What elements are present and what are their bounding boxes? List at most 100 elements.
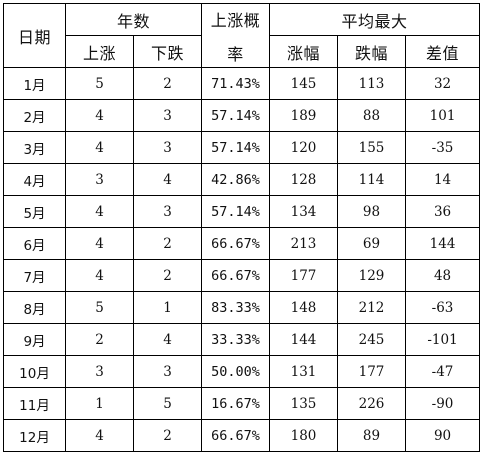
rise-probability-cell: 83.33% — [201, 291, 271, 324]
month-cell: 8月 — [3, 291, 66, 324]
avg-loss-cell: 114 — [337, 163, 407, 196]
month-cell: 2月 — [3, 99, 66, 132]
rise-probability-cell: 66.67% — [201, 259, 271, 292]
avg-gain-cell: 120 — [269, 131, 339, 164]
avg-loss-cell: 89 — [337, 419, 407, 452]
avg-gain-cell: 128 — [269, 163, 339, 196]
avg-loss-cell: 177 — [337, 355, 407, 388]
table-row: 10月 3 3 50.00% 131 177 -47 — [3, 355, 481, 388]
fall-count-cell: 3 — [132, 195, 203, 228]
diff-cell: -101 — [405, 323, 481, 356]
avg-loss-cell: 155 — [337, 131, 407, 164]
avg-loss-cell: 226 — [337, 387, 407, 420]
avg-gain-cell: 135 — [269, 387, 339, 420]
avg-loss-cell: 69 — [337, 227, 407, 260]
diff-cell: 144 — [405, 227, 481, 260]
rise-count-cell: 4 — [65, 195, 134, 228]
month-cell: 12月 — [3, 419, 66, 452]
header-rise-probability-line2: 率 — [227, 44, 244, 64]
diff-cell: 36 — [405, 195, 481, 228]
header-diff: 差值 — [405, 35, 481, 68]
rise-count-cell: 4 — [65, 227, 134, 260]
rise-probability-cell: 66.67% — [201, 227, 271, 260]
rise-probability-cell: 57.14% — [201, 99, 271, 132]
header-year-count: 年数 — [64, 3, 203, 36]
header-average-max: 平均最大 — [269, 3, 481, 36]
avg-loss-cell: 245 — [337, 323, 407, 356]
fall-count-cell: 2 — [132, 227, 203, 260]
rise-probability-cell: 50.00% — [201, 355, 271, 388]
avg-gain-cell: 144 — [269, 323, 339, 356]
avg-gain-cell: 213 — [269, 227, 339, 260]
table-row: 11月 1 5 16.67% 135 226 -90 — [3, 387, 481, 420]
fall-count-cell: 2 — [132, 67, 203, 100]
fall-count-cell: 3 — [132, 99, 203, 132]
monthly-stats-table: 日期 年数 上涨概 率 平均最大 上涨 下跌 涨幅 跌幅 差值 1月 5 2 71.4… — [3, 3, 481, 452]
month-cell: 7月 — [3, 259, 66, 292]
month-cell: 1月 — [3, 67, 66, 100]
table-row: 5月 4 3 57.14% 134 98 36 — [3, 195, 481, 228]
header-rise: 上涨 — [65, 35, 134, 68]
diff-cell: 32 — [405, 67, 481, 100]
rise-count-cell: 3 — [65, 163, 134, 196]
avg-loss-cell: 129 — [337, 259, 407, 292]
rise-count-cell: 4 — [65, 419, 134, 452]
rise-count-cell: 5 — [65, 291, 134, 324]
rise-probability-cell: 66.67% — [201, 419, 271, 452]
avg-gain-cell: 180 — [269, 419, 339, 452]
avg-gain-cell: 134 — [269, 195, 339, 228]
header-rise-probability: 上涨概 率 — [201, 3, 271, 68]
fall-count-cell: 5 — [132, 387, 203, 420]
avg-loss-cell: 212 — [337, 291, 407, 324]
table-row: 8月 5 1 83.33% 148 212 -63 — [3, 291, 481, 324]
diff-cell: 14 — [405, 163, 481, 196]
rise-probability-cell: 16.67% — [201, 387, 271, 420]
rise-probability-cell: 33.33% — [201, 323, 271, 356]
month-cell: 4月 — [3, 163, 66, 196]
avg-gain-cell: 148 — [269, 291, 339, 324]
header-rise-probability-line1: 上涨概 — [210, 10, 261, 30]
month-cell: 11月 — [3, 387, 66, 420]
avg-loss-cell: 98 — [337, 195, 407, 228]
month-cell: 10月 — [3, 355, 66, 388]
table-row: 4月 3 4 42.86% 128 114 14 — [3, 163, 481, 196]
avg-gain-cell: 131 — [269, 355, 339, 388]
rise-probability-cell: 42.86% — [201, 163, 271, 196]
rise-count-cell: 1 — [65, 387, 134, 420]
rise-count-cell: 5 — [65, 67, 134, 100]
rise-count-cell: 2 — [65, 323, 134, 356]
rise-probability-cell: 71.43% — [201, 67, 271, 100]
month-cell: 3月 — [3, 131, 66, 164]
rise-count-cell: 4 — [65, 259, 134, 292]
month-cell: 9月 — [3, 323, 66, 356]
diff-cell: 101 — [405, 99, 481, 132]
table-row: 12月 4 2 66.67% 180 89 90 — [3, 419, 481, 452]
table-row: 3月 4 3 57.14% 120 155 -35 — [3, 131, 481, 164]
month-cell: 6月 — [3, 227, 66, 260]
diff-cell: -90 — [405, 387, 481, 420]
rise-probability-cell: 57.14% — [201, 195, 271, 228]
diff-cell: -47 — [405, 355, 481, 388]
avg-gain-cell: 145 — [269, 67, 339, 100]
header-loss: 跌幅 — [337, 35, 407, 68]
table-row: 2月 4 3 57.14% 189 88 101 — [3, 99, 481, 132]
header-date: 日期 — [3, 3, 66, 68]
avg-loss-cell: 113 — [337, 67, 407, 100]
avg-gain-cell: 177 — [269, 259, 339, 292]
fall-count-cell: 2 — [132, 259, 203, 292]
rise-count-cell: 4 — [65, 99, 134, 132]
fall-count-cell: 4 — [132, 163, 203, 196]
table-row: 1月 5 2 71.43% 145 113 32 — [3, 67, 481, 100]
table-row: 7月 4 2 66.67% 177 129 48 — [3, 259, 481, 292]
rise-count-cell: 3 — [65, 355, 134, 388]
header-gain: 涨幅 — [269, 35, 339, 68]
table-body: 1月 5 2 71.43% 145 113 32 2月 4 3 57.14% 189 88 101 3月 4 3… — [3, 67, 481, 452]
header-fall: 下跌 — [132, 35, 203, 68]
fall-count-cell: 1 — [132, 291, 203, 324]
rise-probability-cell: 57.14% — [201, 131, 271, 164]
rise-count-cell: 4 — [65, 131, 134, 164]
diff-cell: 90 — [405, 419, 481, 452]
fall-count-cell: 2 — [132, 419, 203, 452]
avg-loss-cell: 88 — [337, 99, 407, 132]
table-row: 9月 2 4 33.33% 144 245 -101 — [3, 323, 481, 356]
